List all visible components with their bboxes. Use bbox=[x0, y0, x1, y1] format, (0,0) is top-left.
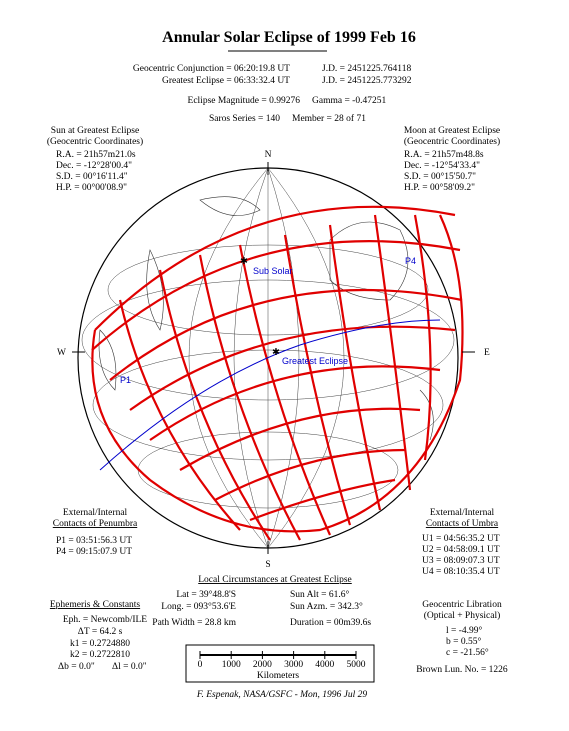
penumbra-title: External/Internal bbox=[63, 508, 128, 518]
umbra-title: External/Internal bbox=[430, 508, 495, 518]
moon-line: Dec. = -12°54'33.4" bbox=[404, 160, 480, 171]
header-text: Eclipse Magnitude = 0.99276 bbox=[188, 96, 301, 106]
header-text: J.D. = 2451225.764118 bbox=[322, 64, 411, 74]
compass-e: E bbox=[484, 348, 490, 358]
sun-line: R.A. = 21h57m21.0s bbox=[56, 150, 136, 160]
sub-solar-marker: ✱ bbox=[240, 256, 248, 267]
sun-line: S.D. = 00°16'11.4" bbox=[56, 171, 128, 182]
umbra-title: Contacts of Umbra bbox=[426, 518, 499, 529]
scale-tick-label: 1000 bbox=[222, 660, 241, 670]
libration-line: l = -4.99° bbox=[446, 625, 483, 636]
ephemeris-line: ΔT = 64.2 s bbox=[78, 627, 123, 637]
local-text: Lat = 39°48.8'S bbox=[176, 589, 236, 600]
libration-line: b = 0.55° bbox=[446, 636, 481, 647]
sun-title: (Geocentric Coordinates) bbox=[47, 136, 143, 147]
header-text: Member = 28 of 71 bbox=[292, 113, 366, 124]
header-text: J.D. = 2451225.773292 bbox=[322, 76, 412, 86]
scale-bar: Kilometers 0 1000 2000 3000 4000 5000 bbox=[185, 644, 375, 683]
umbra-line: U2 = 04:58:09.1 UT bbox=[422, 545, 500, 555]
header-text: Greatest Eclipse = 06:33:32.4 UT bbox=[162, 76, 290, 86]
local-text: Path Width = 28.8 km bbox=[152, 618, 236, 628]
scale-tick-label: 3000 bbox=[284, 660, 303, 670]
scale-label: Kilometers bbox=[257, 671, 300, 681]
libration-title: Geocentric Libration bbox=[422, 600, 502, 610]
compass-n: N bbox=[265, 150, 272, 160]
central-line bbox=[99, 319, 441, 471]
moon-line: R.A. = 21h57m48.8s bbox=[404, 150, 484, 160]
scale-tick-label: 0 bbox=[198, 660, 203, 670]
ephemeris-title: Ephemeris & Constants bbox=[50, 600, 141, 610]
libration-line: c = -21.56° bbox=[446, 647, 489, 658]
sun-title: Sun at Greatest Eclipse bbox=[51, 126, 139, 136]
compass-w: W bbox=[57, 348, 66, 358]
title: Annular Solar Eclipse of 1999 Feb 16 bbox=[162, 29, 416, 46]
greatest-label: Greatest Eclipse bbox=[282, 356, 348, 366]
greatest-marker: ✱ bbox=[272, 347, 280, 358]
local-text: Long. = 093°53.6'E bbox=[161, 601, 236, 612]
umbra-line: U3 = 08:09:07.3 UT bbox=[422, 556, 500, 566]
eclipse-grid bbox=[91, 205, 464, 541]
moon-line: H.P. = 00°58'09.2" bbox=[404, 182, 475, 193]
compass-s: S bbox=[265, 560, 270, 570]
moon-title: (Geocentric Coordinates) bbox=[404, 136, 500, 147]
header-text: Saros Series = 140 bbox=[209, 114, 280, 124]
local-text: Sun Azm. = 342.3° bbox=[290, 601, 363, 612]
ephemeris-line: k2 = 0.2722810 bbox=[70, 650, 130, 660]
scale-tick-label: 5000 bbox=[347, 660, 366, 670]
umbra-line: U4 = 08:10:35.4 UT bbox=[422, 567, 500, 577]
ephemeris-line: Eph. = Newcomb/ILE bbox=[63, 615, 147, 625]
brown-number: Brown Lun. No. = 1226 bbox=[416, 665, 508, 675]
coastlines bbox=[98, 196, 434, 441]
umbra-line: U1 = 04:56:35.2 UT bbox=[422, 534, 500, 544]
globe: ✱ ✱ Sub Solar Greatest Eclipse P1 P4 N S… bbox=[57, 150, 490, 570]
libration-title: (Optical + Physical) bbox=[424, 610, 501, 621]
local-text: Sun Alt = 61.6° bbox=[290, 589, 350, 600]
scale-tick-label: 2000 bbox=[253, 660, 272, 670]
header-text: Gamma = -0.47251 bbox=[312, 96, 386, 106]
p4-label: P4 bbox=[405, 256, 416, 266]
ephemeris-line: k1 = 0.2724880 bbox=[70, 639, 130, 649]
ephemeris-line: Δb = 0.0" bbox=[58, 662, 95, 672]
ephemeris-line: Δl = 0.0" bbox=[112, 662, 147, 672]
scale-box bbox=[185, 644, 375, 683]
local-text: Duration = 00m39.6s bbox=[290, 618, 371, 628]
sub-solar-label: Sub Solar bbox=[253, 266, 293, 276]
moon-title: Moon at Greatest Eclipse bbox=[404, 126, 500, 136]
credit: F. Espenak, NASA/GSFC - Mon, 1996 Jul 29 bbox=[196, 690, 368, 700]
penumbra-line: P1 = 03:51:56.3 UT bbox=[56, 536, 132, 546]
sun-line: H.P. = 00°00'08.9" bbox=[56, 182, 127, 193]
scale-tick-label: 4000 bbox=[315, 660, 334, 670]
p1-label: P1 bbox=[120, 375, 131, 385]
moon-line: S.D. = 00°15'50.7" bbox=[404, 171, 476, 182]
penumbra-line: P4 = 09:15:07.9 UT bbox=[56, 547, 132, 557]
header-text: Geocentric Conjunction = 06:20:19.8 UT bbox=[133, 64, 290, 74]
penumbra-title: Contacts of Penumbra bbox=[53, 518, 138, 529]
local-title: Local Circumstances at Greatest Eclipse bbox=[198, 575, 352, 585]
sun-line: Dec. = -12°28'00.4" bbox=[56, 160, 132, 171]
